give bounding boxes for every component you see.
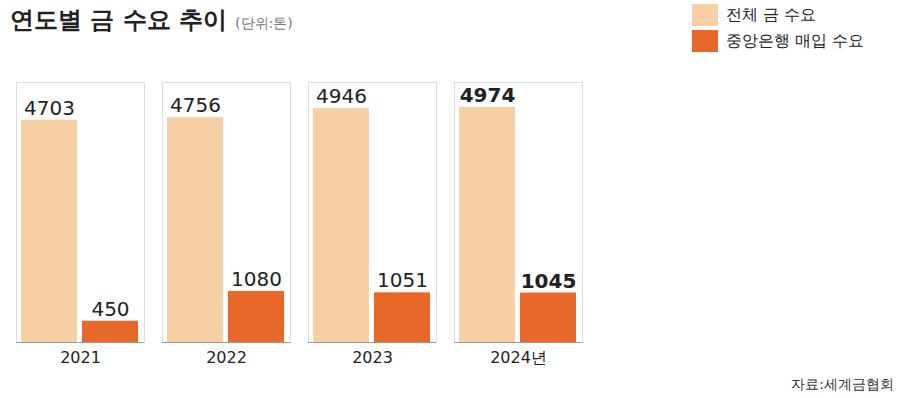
svg-text:2024년: 2024년 [490, 348, 547, 367]
html-text:전체 금 수요: 전체 금 수요 [725, 4, 816, 24]
svg-text:450: 450 [91, 297, 129, 321]
html-text:연도별 금 수요 추이 (단위:톤): 연도별 금 수요 추이 (단위:톤) [10, 6, 293, 34]
svg-text:2022: 2022 [206, 348, 247, 367]
svg-text:4946: 4946 [316, 84, 367, 108]
svg-text:2023: 2023 [352, 348, 393, 367]
svg-text:2021: 2021 [60, 348, 101, 367]
html-text:중앙은행 매입 수요: 중앙은행 매입 수요 [725, 30, 864, 50]
svg-text:4703: 4703 [24, 96, 75, 120]
svg-text:4756: 4756 [170, 93, 221, 117]
svg-text:4974: 4974 [460, 83, 516, 107]
svg-text:1051: 1051 [377, 268, 428, 292]
svg-text:1080: 1080 [231, 267, 282, 291]
svg-text:1045: 1045 [521, 269, 577, 293]
html-text:자료:세계금협회: 자료:세계금협회 [791, 376, 894, 392]
